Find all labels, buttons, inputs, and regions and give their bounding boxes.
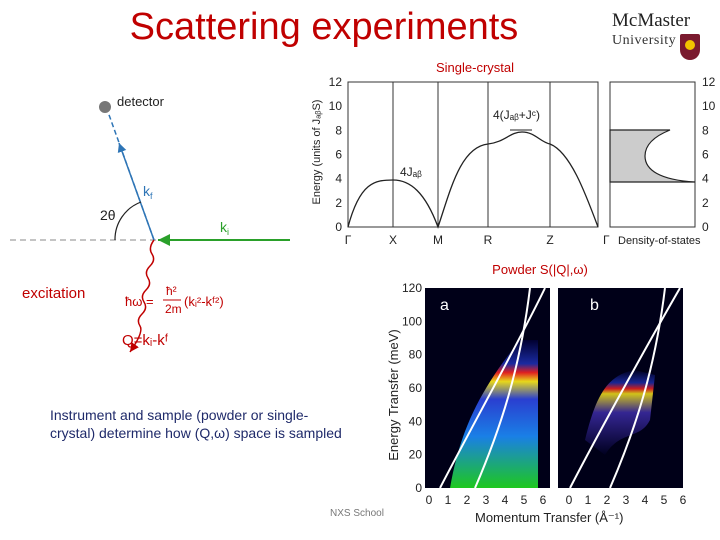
panel-a-boundary-2	[474, 287, 531, 489]
panel-b-label: b	[590, 297, 599, 314]
powder-x-tick-b: 5	[661, 493, 668, 507]
dos-shaded-area	[609, 129, 696, 183]
kf-arrow	[117, 142, 155, 241]
powder-y-tick: 100	[402, 314, 422, 328]
energy-eq-num: ħ²	[166, 284, 177, 298]
dispersion-ylabel: Energy (units of JₐᵦS)	[311, 100, 323, 205]
panel-b-intensity	[585, 370, 655, 455]
dispersion-y-tick: 12	[329, 75, 343, 89]
dispersion-plot-frame	[347, 81, 599, 228]
powder-x-tick-b: 3	[623, 493, 630, 507]
dispersion-x-tick: X	[389, 233, 397, 247]
powder-y-tick: 0	[415, 481, 422, 495]
annotation-4jab-jc: 4(Jₐᵦ+Jᶜ)	[493, 108, 540, 122]
powder-y-tick: 20	[409, 448, 423, 462]
powder-x-tick-a: 3	[483, 493, 490, 507]
panel-b-boundary-1	[569, 287, 681, 489]
panel-a-intensity	[450, 340, 538, 488]
dispersion-x-tick: Z	[546, 233, 553, 247]
powder-x-tick-a: 1	[445, 493, 452, 507]
powder-x-tick-a: 5	[521, 493, 528, 507]
kf-label: kf	[143, 183, 153, 201]
powder-xlabel: Momentum Transfer (Å⁻¹)	[475, 510, 623, 525]
detector-label: detector	[117, 94, 165, 109]
powder-x-tick-b: 2	[604, 493, 611, 507]
dos-y-tick: 10	[702, 99, 716, 113]
detector-icon	[99, 101, 111, 113]
angle-label: 2θ	[100, 207, 116, 223]
powder-x-tick-b: 0	[566, 493, 573, 507]
dispersion-x-tick: R	[484, 233, 493, 247]
slide-title: Scattering experiments	[129, 6, 519, 48]
dos-label: Density-of-states	[618, 235, 701, 247]
excitation-label: excitation	[22, 285, 85, 302]
powder-x-tick-b: 4	[642, 493, 649, 507]
dispersion-y-tick: 4	[335, 172, 342, 186]
dispersion-y-tick: 0	[335, 220, 342, 234]
dos-y-ticks: 0 2 4 6 8 10 12	[702, 75, 716, 234]
powder-y-tick: 60	[409, 381, 423, 395]
excitation-wavy-arrow	[129, 239, 155, 353]
powder-label: Powder S(|Q|,ω)	[492, 262, 588, 277]
powder-y-tick: 80	[409, 348, 423, 362]
dispersion-curve	[347, 131, 599, 229]
dos-y-tick: 6	[702, 148, 709, 162]
panel-a-boundary-1	[439, 287, 546, 489]
powder-x-tick-a: 6	[540, 493, 547, 507]
energy-eq-den: 2m	[165, 302, 182, 316]
energy-eq-rhs: (kᵢ²-kᶠ²)	[184, 294, 224, 309]
powder-y-tick: 40	[409, 414, 423, 428]
dos-y-tick: 8	[702, 123, 709, 137]
powder-x-tick-b: 1	[585, 493, 592, 507]
footer-text: NXS School	[330, 508, 384, 519]
logo-line1: McMaster	[612, 10, 691, 31]
annotation-4jab: 4Jₐᵦ	[400, 165, 422, 179]
dispersion-y-tick: 6	[335, 148, 342, 162]
momentum-eq: Q=kᵢ-kᶠ	[122, 332, 169, 349]
crest-icon	[680, 34, 700, 60]
energy-eq-lhs: ħω =	[125, 294, 154, 309]
angle-arc	[114, 201, 142, 241]
powder-x-tick-a: 0	[426, 493, 433, 507]
powder-x-tick-b: 6	[680, 493, 687, 507]
powder-x-tick-a: 2	[464, 493, 471, 507]
mcmaster-logo: McMaster University	[600, 8, 710, 68]
panel-a-label: a	[440, 297, 449, 314]
powder-ylabel: Energy Transfer (meV)	[386, 329, 401, 461]
dos-y-tick: 0	[702, 220, 709, 234]
dispersion-chart: Energy (units of JₐᵦS) 0 2 4 6 8 10 12 4Jₐᵦ 4(…	[311, 75, 716, 247]
powder-x-tick-a: 4	[502, 493, 509, 507]
powder-y-ticks: 0 20 40 60 80 100 120	[402, 281, 422, 495]
dispersion-x-tick: Γ	[345, 233, 352, 247]
dispersion-x-tick: M	[433, 233, 443, 247]
panel-b-boundary-2	[609, 287, 666, 489]
dispersion-y-tick: 10	[329, 99, 343, 113]
dos-y-tick: 4	[702, 172, 709, 186]
powder-y-tick: 120	[402, 281, 422, 295]
dispersion-y-tick: 2	[335, 196, 342, 210]
dispersion-y-ticks: 0 2 4 6 8 10 12	[329, 75, 343, 234]
dos-gamma: Γ	[603, 233, 610, 247]
instrument-text: Instrument and sample (powder or single-…	[50, 407, 342, 441]
dos-y-tick: 12	[702, 75, 716, 89]
dos-y-tick: 2	[702, 196, 709, 210]
dispersion-y-tick: 8	[335, 123, 342, 137]
logo-line2: University	[612, 33, 677, 48]
scattering-diagram: detector kf ki 2θ excitation ħω = ħ² 2m …	[10, 94, 290, 353]
single-crystal-label: Single-crystal	[435, 60, 515, 75]
ki-label: ki	[220, 219, 229, 237]
